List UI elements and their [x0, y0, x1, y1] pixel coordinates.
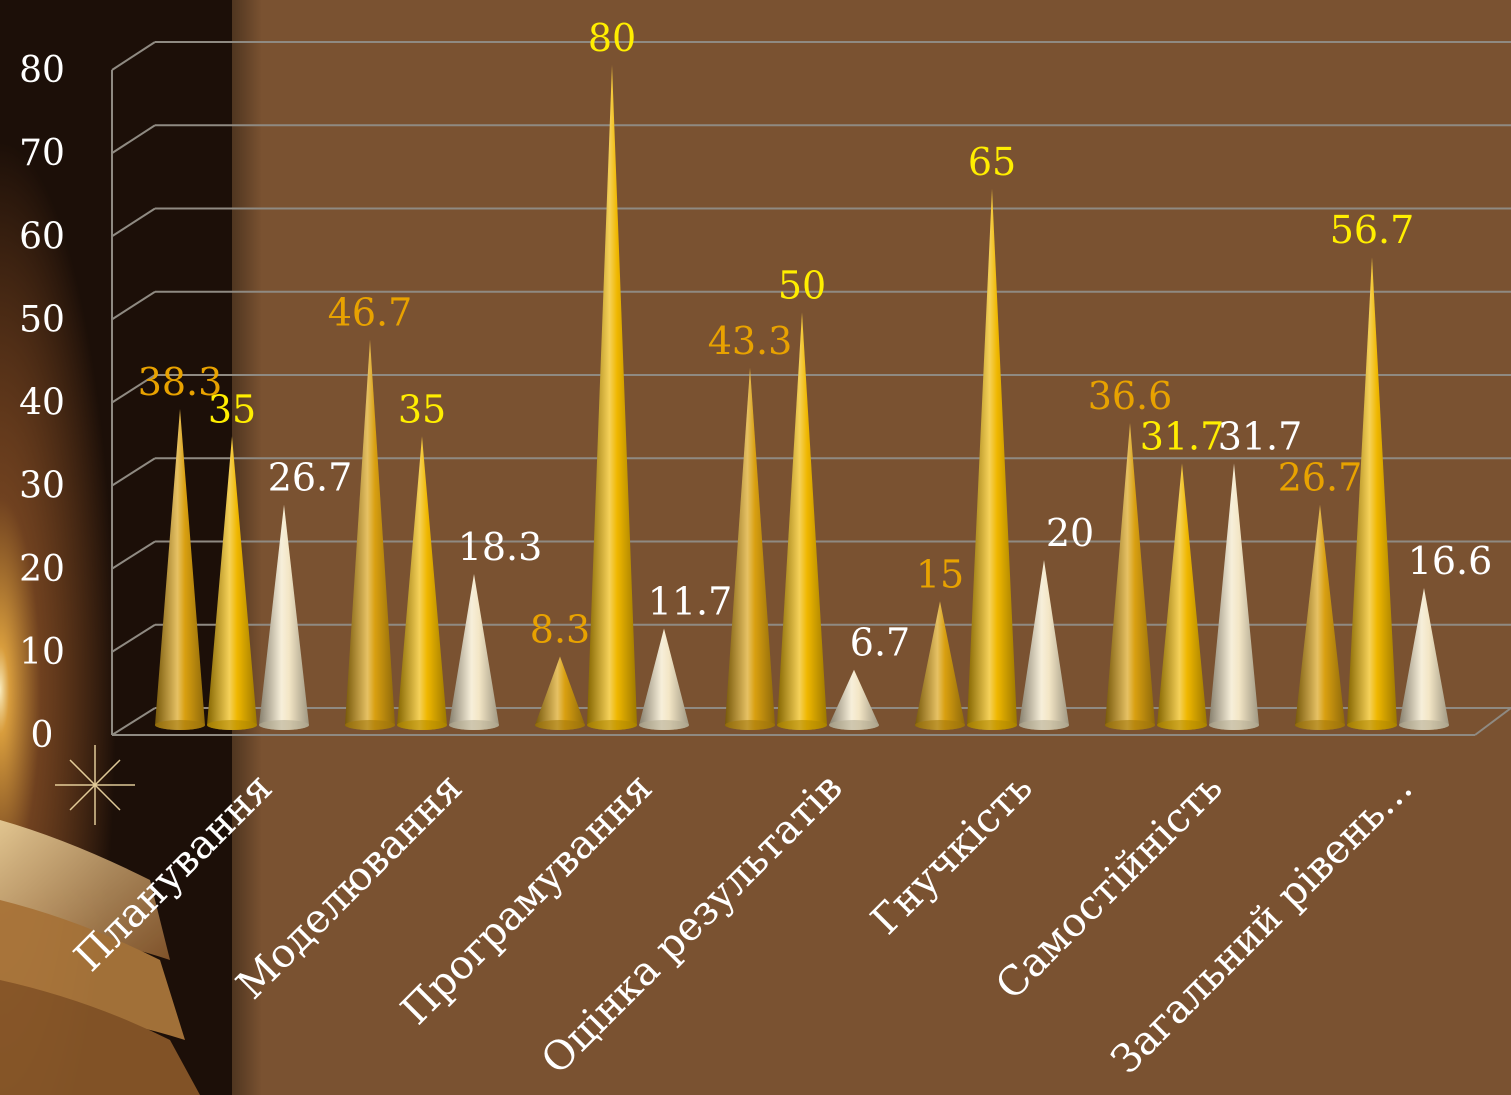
data-label: 80	[588, 16, 636, 60]
gridline	[111, 41, 1511, 71]
cone-bar	[1019, 560, 1069, 730]
data-label: 26.7	[1278, 456, 1363, 500]
y-tick-label: 40	[19, 383, 65, 424]
y-tick-label: 70	[19, 133, 65, 174]
data-label: 56.7	[1330, 208, 1415, 252]
cone-bar	[915, 601, 965, 730]
cone-bar	[397, 436, 447, 730]
category-label: Гнучкість	[862, 765, 1041, 944]
gridline	[111, 124, 1511, 154]
y-tick-label: 80	[19, 50, 65, 91]
data-label: 31.7	[1218, 414, 1303, 458]
y-tick-label: 30	[19, 466, 65, 507]
data-label: 18.3	[458, 525, 543, 569]
data-label: 6.7	[850, 621, 910, 665]
data-label: 26.7	[268, 456, 353, 500]
cone-bar	[535, 656, 585, 730]
gridline	[111, 290, 1511, 321]
y-tick-label: 60	[19, 216, 65, 257]
data-label: 50	[778, 264, 826, 308]
gridline	[111, 207, 1511, 238]
cone-series-layer	[155, 65, 1449, 730]
cone-bar	[639, 628, 689, 730]
cone-bar	[1157, 463, 1207, 730]
floor-right-edge	[1474, 707, 1511, 736]
cone-bar	[207, 436, 257, 730]
decorative-side-panel	[0, 0, 262, 1095]
cone-bar	[449, 574, 499, 730]
data-label: 46.7	[328, 291, 413, 335]
y-tick-label: 10	[19, 632, 65, 673]
data-label: 35	[398, 387, 446, 431]
cone-bar	[155, 409, 205, 730]
data-label: 8.3	[530, 608, 590, 652]
cone-bar	[1295, 504, 1345, 730]
data-label: 16.6	[1408, 539, 1493, 583]
gridline	[111, 457, 1511, 487]
cone-bar	[829, 669, 879, 730]
data-label: 36.6	[1088, 374, 1173, 418]
y-tick-label: 0	[31, 715, 54, 756]
cone-bar	[1209, 463, 1259, 730]
data-label: 65	[968, 140, 1016, 184]
cone-bar	[259, 504, 309, 730]
cone-bar	[1399, 588, 1449, 730]
cone-bar	[967, 188, 1017, 730]
cone-bar	[777, 312, 827, 730]
cone-bar	[587, 65, 637, 730]
value-labels-layer: 38.33526.746.73518.38.38011.743.3506.715…	[138, 16, 1493, 665]
cone-bar	[1347, 257, 1397, 730]
sparkle-icon	[55, 745, 135, 825]
data-label: 11.7	[648, 579, 733, 623]
cone-bar	[1105, 423, 1155, 730]
data-label: 20	[1046, 511, 1094, 555]
data-label: 43.3	[708, 319, 793, 363]
book-illustration	[0, 820, 200, 1095]
data-label: 38.3	[138, 360, 223, 404]
data-label: 31.7	[1140, 414, 1225, 458]
data-label: 15	[916, 552, 964, 596]
data-label: 35	[208, 387, 256, 431]
grid-layer	[111, 41, 1511, 736]
y-tick-label: 20	[19, 549, 65, 590]
y-tick-label: 50	[19, 299, 65, 340]
gridline	[111, 374, 1511, 404]
cone-bar	[345, 339, 395, 730]
cone-bar	[725, 367, 775, 730]
